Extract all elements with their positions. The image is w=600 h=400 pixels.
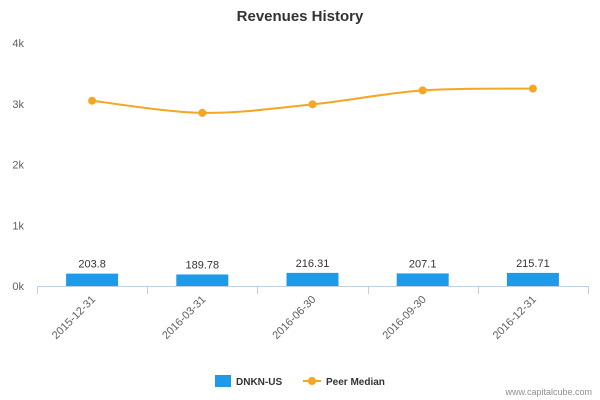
bar-data-label: 207.1 — [409, 258, 437, 270]
axes: 0k 1k 2k 3k 4k 2015-12-31 2016-03-31 2016-06-30… — [12, 38, 589, 342]
y-tick-label: 0k — [12, 281, 24, 293]
y-tick-label: 2k — [12, 160, 24, 172]
peer-median-point — [528, 84, 537, 93]
peer-median-point — [418, 86, 427, 95]
peer-median-point — [198, 108, 207, 117]
legend-label: DNKN-US — [236, 377, 282, 388]
bar-data-label: 216.31 — [296, 258, 330, 270]
bar — [396, 273, 449, 286]
x-tick-label: 2015-12-31 — [50, 294, 98, 342]
bar-data-label: 203.8 — [78, 259, 106, 271]
x-tick-label: 2016-09-30 — [381, 294, 429, 342]
y-tick-label: 4k — [12, 38, 24, 50]
chart-title: Revenues History — [237, 8, 364, 25]
bar — [176, 274, 229, 286]
x-tick-label: 2016-06-30 — [270, 294, 318, 342]
bar-data-label: 215.71 — [516, 258, 550, 270]
credit-text: www.capitalcube.com — [504, 387, 592, 397]
legend-bar-swatch — [215, 375, 231, 387]
x-tick-label: 2016-03-31 — [160, 294, 208, 342]
line-series — [88, 84, 537, 117]
x-tick-label: 2016-12-31 — [491, 294, 539, 342]
y-tick-label: 3k — [12, 99, 24, 111]
bar-data-labels: 203.8 189.78 216.31 207.1 215.71 — [78, 258, 549, 272]
legend-label: Peer Median — [326, 377, 385, 388]
y-tick-label: 1k — [12, 220, 24, 232]
bar — [66, 273, 119, 286]
bar — [506, 272, 559, 286]
legend-line-marker — [308, 377, 316, 385]
bar — [286, 272, 339, 286]
bar-data-label: 189.78 — [185, 259, 219, 271]
legend: DNKN-US Peer Median — [215, 375, 385, 388]
bar-series — [66, 272, 559, 286]
peer-median-point — [88, 96, 97, 105]
peer-median-point — [308, 100, 317, 109]
